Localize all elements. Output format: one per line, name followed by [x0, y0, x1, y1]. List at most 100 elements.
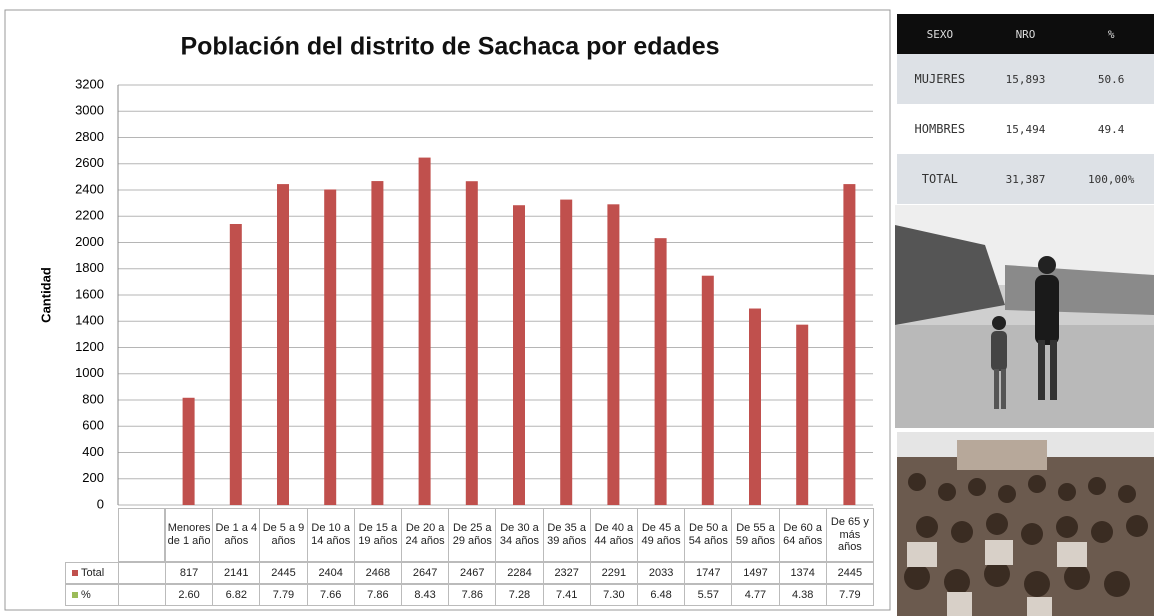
table-value: 2445 [825, 562, 874, 584]
bar [701, 275, 714, 505]
table-value: 7.86 [353, 584, 402, 606]
chart-frame [4, 9, 891, 611]
y-tick-label: 200 [82, 470, 104, 485]
photo-children [897, 432, 1154, 616]
table-value: 2404 [306, 562, 355, 584]
y-tick-label: 3200 [75, 76, 104, 91]
y-tick-label: 2600 [75, 155, 104, 170]
table-value: 2647 [401, 562, 450, 584]
cell: HOMBRES [914, 122, 966, 136]
legend-swatch [72, 592, 78, 598]
bar [513, 205, 525, 505]
y-tick-label: 1800 [75, 260, 104, 275]
bar [418, 157, 431, 506]
y-tick-label: 600 [82, 418, 104, 433]
header-cell: NRO [1015, 27, 1036, 41]
table-value: 7.79 [825, 584, 874, 606]
bar [324, 189, 337, 505]
cell: 15,494 [1005, 122, 1046, 136]
category-label: De 50 a 54 años [684, 508, 733, 562]
table-value: 2033 [637, 562, 686, 584]
cell: 31,387 [1005, 172, 1046, 186]
bar [560, 199, 573, 506]
cell: 49.4 [1097, 122, 1125, 136]
legend-swatch [72, 570, 78, 576]
table-value: 4.38 [778, 584, 827, 606]
y-tick-label: 400 [82, 444, 104, 459]
table-value: 2468 [353, 562, 402, 584]
bar [182, 397, 195, 505]
y-tick-label: 0 [97, 496, 104, 511]
table-value: 7.79 [259, 584, 308, 606]
table-blank [118, 508, 165, 562]
table-value: 1374 [778, 562, 827, 584]
category-label: De 40 a 44 años [589, 508, 638, 562]
table-value: 7.66 [306, 584, 355, 606]
category-label: De 45 a 49 años [637, 508, 686, 562]
category-label: De 15 a 19 años [353, 508, 402, 562]
legend-entry: % [65, 584, 119, 606]
bar [607, 204, 620, 505]
legend-label: Total [81, 566, 105, 579]
bar [229, 223, 242, 505]
side-row: MUJERES 15,893 50.6 [897, 54, 1154, 104]
y-tick-label: 1400 [75, 313, 104, 328]
table-value: 6.82 [212, 584, 261, 606]
y-tick-label: 1200 [75, 339, 104, 354]
table-value: 4.77 [731, 584, 780, 606]
table-value: 2467 [448, 562, 497, 584]
cell: TOTAL [921, 172, 958, 186]
category-label: De 10 a 14 años [306, 508, 355, 562]
bar [277, 184, 289, 505]
category-label: De 35 a 39 años [542, 508, 591, 562]
table-value: 2445 [259, 562, 308, 584]
y-tick-label: 2200 [75, 208, 104, 223]
table-value: 2141 [212, 562, 261, 584]
category-label: Menores de 1 año [165, 508, 214, 562]
bar [371, 181, 384, 505]
y-axis-label: Cantidad [38, 267, 53, 323]
bar [843, 184, 856, 505]
bar [465, 181, 478, 506]
category-label: De 1 a 4 años [212, 508, 261, 562]
side-row: TOTAL 31,387 100,00% [897, 154, 1154, 204]
bar [654, 238, 667, 505]
y-tick-label: 1600 [75, 286, 104, 301]
table-value: 7.86 [448, 584, 497, 606]
side-row: HOMBRES 15,494 49.4 [897, 104, 1154, 154]
y-tick-label: 1000 [75, 365, 104, 380]
table-value: 1747 [684, 562, 733, 584]
cell: 50.6 [1097, 72, 1125, 86]
table-value: 8.43 [401, 584, 450, 606]
chart: Población del distrito de Sachaca por ed… [4, 9, 891, 611]
table-value: 2327 [542, 562, 591, 584]
y-tick-label: 3000 [75, 103, 104, 118]
header-cell: SEXO [926, 27, 954, 41]
photo-street [895, 205, 1154, 428]
cell: 15,893 [1005, 72, 1046, 86]
table-value: 5.57 [684, 584, 733, 606]
side-header: SEXO NRO % [897, 14, 1154, 54]
table-value: 7.30 [589, 584, 638, 606]
category-label: De 55 a 59 años [731, 508, 780, 562]
table-value: 6.48 [637, 584, 686, 606]
side-table: SEXO NRO % MUJERES 15,893 50.6 HOMBRES 1… [897, 14, 1154, 204]
header-cell: % [1107, 27, 1115, 41]
cell: MUJERES [914, 72, 966, 86]
category-label: De 5 a 9 años [259, 508, 308, 562]
table-value: 7.28 [495, 584, 544, 606]
table-value: 817 [165, 562, 214, 584]
category-label: De 65 y más años [825, 508, 874, 562]
y-tick-label: 2000 [75, 234, 104, 249]
legend-entry: Total [65, 562, 119, 584]
table-blank [118, 562, 166, 584]
y-tick-label: 2400 [75, 181, 104, 196]
legend-label: % [81, 588, 91, 601]
bar [749, 308, 761, 505]
bar [796, 324, 809, 505]
table-value: 1497 [731, 562, 780, 584]
table-value: 7.41 [542, 584, 591, 606]
category-label: De 20 a 24 años [401, 508, 450, 562]
category-label: De 30 a 34 años [495, 508, 544, 562]
